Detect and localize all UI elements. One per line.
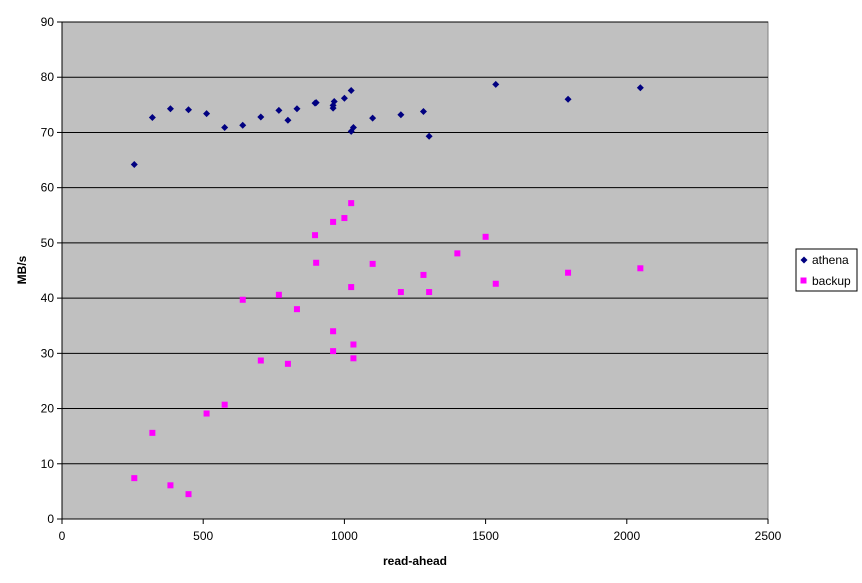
data-point-athena — [347, 86, 355, 94]
data-point-backup — [221, 401, 228, 408]
data-point-athena — [349, 123, 357, 131]
data-points — [130, 80, 644, 498]
data-point-backup — [149, 429, 156, 436]
y-axis-title: MB/s — [15, 255, 29, 284]
data-point-backup — [131, 475, 138, 482]
y-tick-label: 30 — [41, 346, 55, 360]
data-point-backup — [350, 341, 357, 348]
data-point-athena — [221, 123, 229, 131]
x-tick-label: 2500 — [755, 529, 782, 543]
data-point-backup — [350, 355, 357, 362]
y-tick-label: 60 — [41, 181, 55, 195]
gridlines — [62, 21, 768, 465]
data-point-backup — [239, 296, 246, 303]
data-point-athena — [293, 105, 301, 113]
data-point-athena — [369, 114, 377, 122]
data-point-backup — [492, 280, 499, 287]
legend-marker-backup — [800, 277, 807, 284]
legend-box — [795, 248, 858, 292]
data-point-backup — [167, 482, 174, 489]
data-point-athena — [185, 106, 193, 114]
data-point-athena — [284, 116, 292, 124]
data-point-backup — [565, 269, 572, 276]
data-point-athena — [312, 99, 320, 107]
data-point-athena — [419, 107, 427, 115]
data-point-athena — [203, 110, 211, 118]
data-point-athena — [492, 80, 500, 88]
x-tick-label: 1000 — [331, 529, 358, 543]
data-point-athena — [636, 84, 644, 92]
y-tick-label: 20 — [41, 402, 55, 416]
plot-area — [61, 21, 769, 520]
data-point-backup — [330, 218, 337, 225]
data-point-backup — [257, 357, 264, 364]
data-point-backup — [293, 306, 300, 313]
data-point-backup — [348, 200, 355, 207]
data-point-athena — [257, 113, 265, 121]
data-point-backup — [397, 289, 404, 296]
data-point-backup — [203, 410, 210, 417]
y-tick-label: 0 — [47, 512, 54, 526]
data-point-backup — [420, 271, 427, 278]
data-point-backup — [369, 260, 376, 267]
data-point-athena — [340, 94, 348, 102]
y-tick-label: 10 — [41, 457, 55, 471]
x-axis: 0 500 1000 1500 2000 2500 — [59, 518, 782, 543]
data-point-backup — [330, 328, 337, 335]
legend: athena backup — [795, 248, 858, 292]
data-point-backup — [284, 360, 291, 367]
data-point-backup — [185, 491, 192, 498]
data-point-athena — [397, 111, 405, 119]
y-tick-label: 40 — [41, 291, 55, 305]
y-axis: 0 10 20 30 40 50 60 70 80 90 — [41, 15, 63, 526]
x-tick-label: 1500 — [472, 529, 499, 543]
data-point-athena — [130, 160, 138, 168]
x-tick-label: 500 — [193, 529, 213, 543]
y-tick-label: 70 — [41, 125, 55, 139]
data-point-athena — [275, 106, 283, 114]
legend-label-backup: backup — [812, 274, 851, 288]
data-point-athena — [564, 95, 572, 103]
data-point-backup — [341, 215, 348, 222]
data-point-backup — [330, 348, 337, 355]
x-tick-label: 0 — [59, 529, 66, 543]
data-point-backup — [454, 250, 461, 257]
x-tick-label: 2000 — [613, 529, 640, 543]
y-tick-label: 50 — [41, 236, 55, 250]
legend-marker-athena — [800, 256, 808, 264]
data-point-backup — [426, 289, 433, 296]
data-point-athena — [425, 132, 433, 140]
data-point-backup — [482, 233, 489, 240]
data-point-athena — [330, 98, 338, 106]
x-axis-title: read-ahead — [383, 554, 447, 568]
data-point-backup — [637, 265, 644, 272]
y-tick-label: 80 — [41, 70, 55, 84]
legend-label-athena: athena — [812, 253, 849, 267]
data-point-athena — [166, 105, 174, 113]
data-point-backup — [312, 232, 319, 239]
y-tick-label: 90 — [41, 15, 55, 29]
data-point-athena — [148, 114, 156, 122]
data-point-backup — [348, 284, 355, 291]
data-point-backup — [313, 259, 320, 266]
data-point-backup — [275, 291, 282, 298]
data-point-athena — [239, 121, 247, 129]
